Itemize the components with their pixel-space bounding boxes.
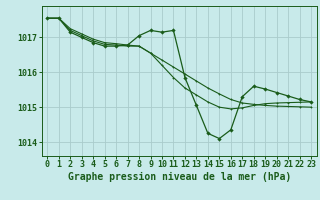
X-axis label: Graphe pression niveau de la mer (hPa): Graphe pression niveau de la mer (hPa) (68, 172, 291, 182)
